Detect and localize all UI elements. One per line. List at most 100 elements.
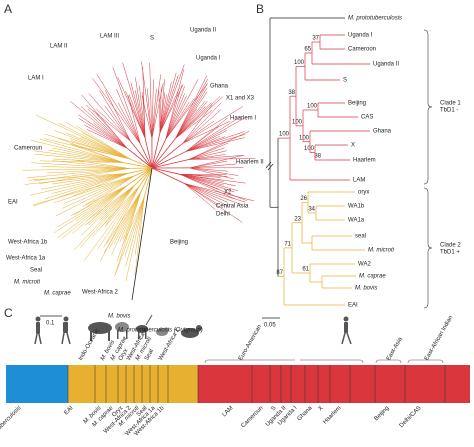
clade-label: LAM II (50, 44, 68, 50)
branch (124, 197, 145, 257)
branch (184, 183, 230, 207)
branch (151, 88, 157, 139)
branch (179, 174, 236, 187)
bootstrap-value: 61 (302, 267, 309, 273)
branch (165, 98, 195, 140)
branch (61, 185, 127, 239)
clade-label: Ghana (210, 84, 229, 90)
branch (130, 140, 153, 169)
bootstrap-value: 26 (300, 196, 307, 202)
branch (80, 106, 128, 149)
lineage-label: Cameroun (240, 405, 264, 429)
branch (97, 185, 140, 250)
branch (182, 104, 213, 144)
branch (99, 184, 136, 221)
branch (159, 87, 162, 133)
bootstrap-value: 65 (304, 47, 311, 53)
branch (28, 173, 129, 181)
branch (31, 162, 130, 169)
branch (151, 143, 183, 169)
branch (114, 191, 142, 277)
branch (44, 133, 131, 160)
branch (188, 158, 256, 160)
scale-label: 0.05 (264, 323, 276, 329)
branch (135, 77, 146, 139)
taxon-label: seal (355, 234, 366, 240)
branch (35, 114, 131, 160)
branch (128, 95, 141, 144)
branch (80, 184, 136, 236)
lineage-label: Haarlem (322, 405, 342, 425)
branch (165, 93, 185, 140)
bootstrap-value: 100 (294, 60, 305, 66)
branch (71, 159, 130, 169)
clade-label: M. microti (14, 280, 41, 286)
branch (188, 154, 226, 160)
branch (175, 106, 206, 139)
branch (159, 87, 180, 133)
branch (165, 84, 183, 140)
taxon-label: CAS (361, 115, 373, 121)
branch (134, 167, 153, 177)
taxon-label: M. prototuberculosis (348, 16, 402, 22)
branch (99, 90, 131, 142)
branch (189, 163, 236, 169)
branch (83, 185, 140, 262)
lineage-label: S (270, 405, 277, 412)
taxon-label: X (351, 143, 355, 149)
branch (189, 155, 243, 169)
clade-label: Beijing (170, 240, 188, 246)
branch (139, 143, 153, 169)
branch (88, 184, 136, 226)
branch (182, 106, 243, 144)
branch (74, 184, 136, 251)
branch (131, 167, 153, 301)
branch (182, 102, 222, 144)
branch (144, 137, 153, 169)
branch (119, 191, 142, 243)
branch (76, 125, 131, 160)
branch (159, 72, 177, 133)
branch (165, 86, 185, 140)
branch (175, 91, 208, 139)
branch (85, 105, 131, 142)
lineage-label: Oryx (118, 348, 130, 362)
branch (128, 94, 146, 139)
branch (88, 93, 131, 142)
branch (113, 191, 142, 244)
branch (175, 108, 198, 139)
branch (63, 175, 135, 204)
group-brace (204, 359, 444, 364)
branch (48, 149, 123, 163)
branch (32, 175, 135, 206)
branch (125, 90, 146, 139)
branch (46, 168, 130, 174)
branch (82, 185, 127, 207)
bootstrap-value: 23 (294, 216, 301, 222)
branch (143, 167, 153, 198)
branch (149, 62, 153, 139)
bootstrap-value: 100 (292, 119, 303, 125)
branch (78, 114, 128, 149)
clade-label: Clade 1 (440, 101, 461, 107)
branch (22, 168, 130, 171)
branch (151, 139, 167, 169)
clade-label: TbD1 - (440, 108, 458, 114)
branch (159, 92, 166, 133)
clade-label: West-Africa 2 (82, 290, 119, 296)
taxon-label: S (343, 78, 347, 84)
branch (115, 197, 145, 275)
clade-label: Clade 2 (440, 243, 461, 249)
branch (141, 95, 153, 139)
bootstrap-value: 38 (314, 154, 321, 160)
branch (126, 167, 153, 187)
branch (175, 75, 208, 139)
branch (189, 167, 239, 176)
branch (184, 183, 216, 210)
branch (182, 121, 230, 144)
taxon-label: Cameroon (348, 47, 376, 53)
branch (188, 131, 250, 160)
branch (159, 94, 167, 133)
branch (104, 185, 140, 228)
taxon-label: M. bovis (355, 286, 377, 292)
